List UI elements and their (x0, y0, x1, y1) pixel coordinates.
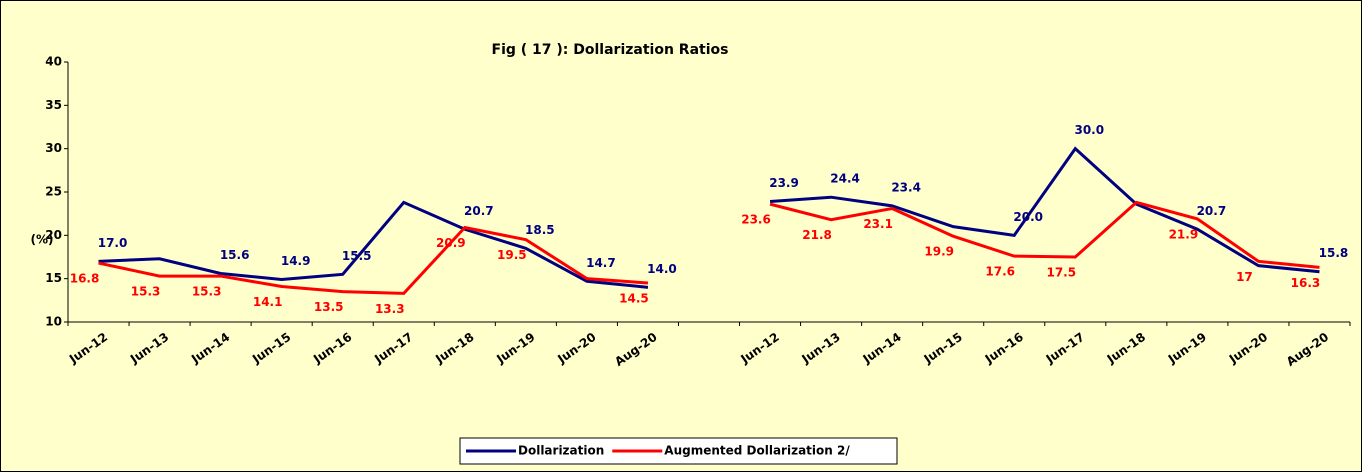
data-label: 16.3 (1291, 276, 1321, 290)
data-label: 19.9 (924, 245, 954, 259)
data-label: 19.5 (497, 248, 527, 262)
data-label: 17.5 (1046, 266, 1076, 280)
data-label: 21.8 (802, 228, 832, 242)
y-tick-label: 25 (45, 185, 62, 199)
y-tick-label: 40 (45, 55, 62, 69)
y-tick-label: 15 (45, 271, 62, 285)
data-label: 15.3 (192, 285, 222, 299)
data-label: 15.8 (1319, 246, 1349, 260)
data-label: 23.9 (769, 176, 799, 190)
data-label: 30.0 (1074, 123, 1104, 137)
series-line (98, 200, 1320, 295)
data-label: 13.5 (314, 300, 344, 314)
y-tick-label: 10 (45, 315, 62, 329)
data-label: 15.3 (131, 285, 161, 299)
data-label: 20.7 (1197, 204, 1227, 218)
data-label: 14.9 (281, 254, 311, 268)
legend-label: Dollarization (518, 444, 604, 458)
data-label: 17.0 (98, 236, 128, 250)
legend-label: Augmented Dollarization 2/ (664, 444, 850, 458)
data-label: 15.5 (342, 249, 372, 263)
data-label: 17.6 (985, 265, 1015, 279)
data-label: 23.6 (741, 213, 771, 227)
series-line (98, 146, 1320, 289)
data-label: 20.9 (436, 236, 466, 250)
y-tick-label: 35 (45, 98, 62, 112)
data-label: 23.1 (863, 217, 893, 231)
data-label: 14.7 (586, 256, 616, 270)
legend-box (459, 437, 898, 465)
data-label: 13.3 (375, 302, 405, 316)
data-label: 17 (1236, 270, 1253, 284)
data-label: 16.8 (70, 272, 100, 286)
data-label: 14.5 (619, 292, 649, 306)
data-label: 23.4 (891, 180, 921, 194)
data-label: 14.1 (253, 295, 283, 309)
data-label: 14.0 (647, 262, 677, 276)
data-label: 18.5 (525, 223, 555, 237)
data-label: 20.7 (464, 204, 494, 218)
y-axis-label: (%) (31, 233, 54, 247)
chart-title: Fig ( 17 ): Dollarization Ratios (492, 42, 729, 58)
data-label: 24.4 (830, 172, 860, 186)
data-label: 15.6 (220, 248, 250, 262)
data-label: 20.0 (1013, 210, 1043, 224)
data-label: 21.9 (1169, 227, 1199, 241)
y-tick-label: 30 (45, 141, 62, 155)
y-tick-label: 20 (45, 228, 62, 242)
